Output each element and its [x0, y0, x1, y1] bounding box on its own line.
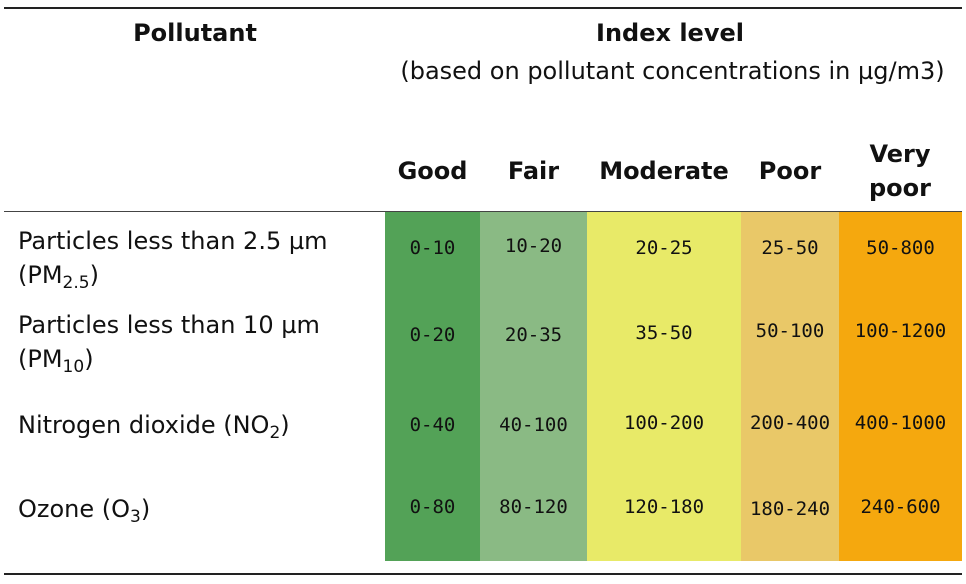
pollutant-formula-suffix: )	[84, 345, 94, 373]
cell-pm10-very-poor: 100-1200	[854, 320, 947, 342]
cell-o3-very-poor: 240-600	[860, 496, 941, 518]
level-header-good: Good	[397, 157, 468, 185]
pollutant-name-o3: Ozone (O3)	[18, 492, 378, 526]
cell-pm10-good: 0-20	[409, 324, 456, 346]
level-column-very-poor	[839, 212, 962, 561]
level-column-moderate	[587, 212, 741, 561]
level-column-fair	[480, 212, 587, 561]
index-level-header: Index level	[596, 19, 744, 47]
pollutant-name-no2: Nitrogen dioxide (NO2)	[18, 408, 378, 442]
level-column-good	[385, 212, 480, 561]
pollutant-formula-sub: 2	[269, 423, 281, 443]
cell-o3-fair: 80-120	[499, 496, 568, 518]
level-header-poor: Poor	[758, 157, 822, 185]
level-header-moderate: Moderate	[599, 157, 729, 185]
cell-no2-very-poor: 400-1000	[854, 412, 947, 434]
cell-pm25-poor: 25-50	[761, 237, 819, 259]
pollutant-formula-prefix: (PM	[18, 345, 63, 373]
pollutant-label: Particles less than 10 µm	[18, 311, 320, 339]
cell-o3-moderate: 120-180	[623, 496, 705, 518]
pollutant-formula-suffix: )	[280, 411, 290, 439]
cell-no2-good: 0-40	[409, 414, 456, 436]
cell-pm25-very-poor: 50-800	[866, 237, 935, 259]
pollutant-formula-prefix: (PM	[18, 261, 63, 289]
cell-pm10-moderate: 35-50	[635, 322, 693, 344]
pollutant-header: Pollutant	[133, 19, 257, 47]
cell-pm10-fair: 20-35	[504, 324, 563, 346]
cell-pm10-poor: 50-100	[755, 320, 825, 342]
pollutant-formula-sub: 10	[62, 357, 85, 377]
level-column-poor	[741, 212, 839, 561]
pollutant-formula-sub: 2.5	[62, 273, 90, 293]
level-header-fair: Fair	[507, 157, 560, 185]
level-header-very-poor: Very poor	[869, 140, 931, 202]
header-rule	[4, 211, 962, 212]
pollutant-formula-suffix: )	[140, 495, 151, 523]
cell-no2-fair: 40-100	[499, 414, 568, 436]
pollutant-name-pm10: Particles less than 10 µm (PM10)	[18, 308, 378, 376]
cell-o3-poor: 180-240	[749, 498, 831, 520]
cell-pm25-good: 0-10	[409, 237, 456, 259]
cell-no2-moderate: 100-200	[623, 412, 705, 434]
cell-pm25-fair: 10-20	[504, 235, 563, 257]
pollutant-name-pm25: Particles less than 2.5 µm (PM2.5)	[18, 224, 378, 292]
pollutant-label: Nitrogen dioxide (NO	[18, 411, 270, 439]
index-level-note: (based on pollutant concentrations in µg…	[400, 57, 945, 85]
top-rule	[4, 7, 962, 9]
pollutant-label: Ozone (O	[18, 495, 131, 523]
cell-pm25-moderate: 20-25	[635, 237, 693, 259]
bottom-rule	[4, 573, 962, 575]
pollutant-label: Particles less than 2.5 µm	[18, 227, 328, 255]
cell-no2-poor: 200-400	[749, 412, 831, 434]
pollutant-formula-sub: 3	[130, 507, 141, 527]
pollutant-formula-suffix: )	[89, 261, 99, 289]
cell-o3-good: 0-80	[409, 496, 456, 518]
